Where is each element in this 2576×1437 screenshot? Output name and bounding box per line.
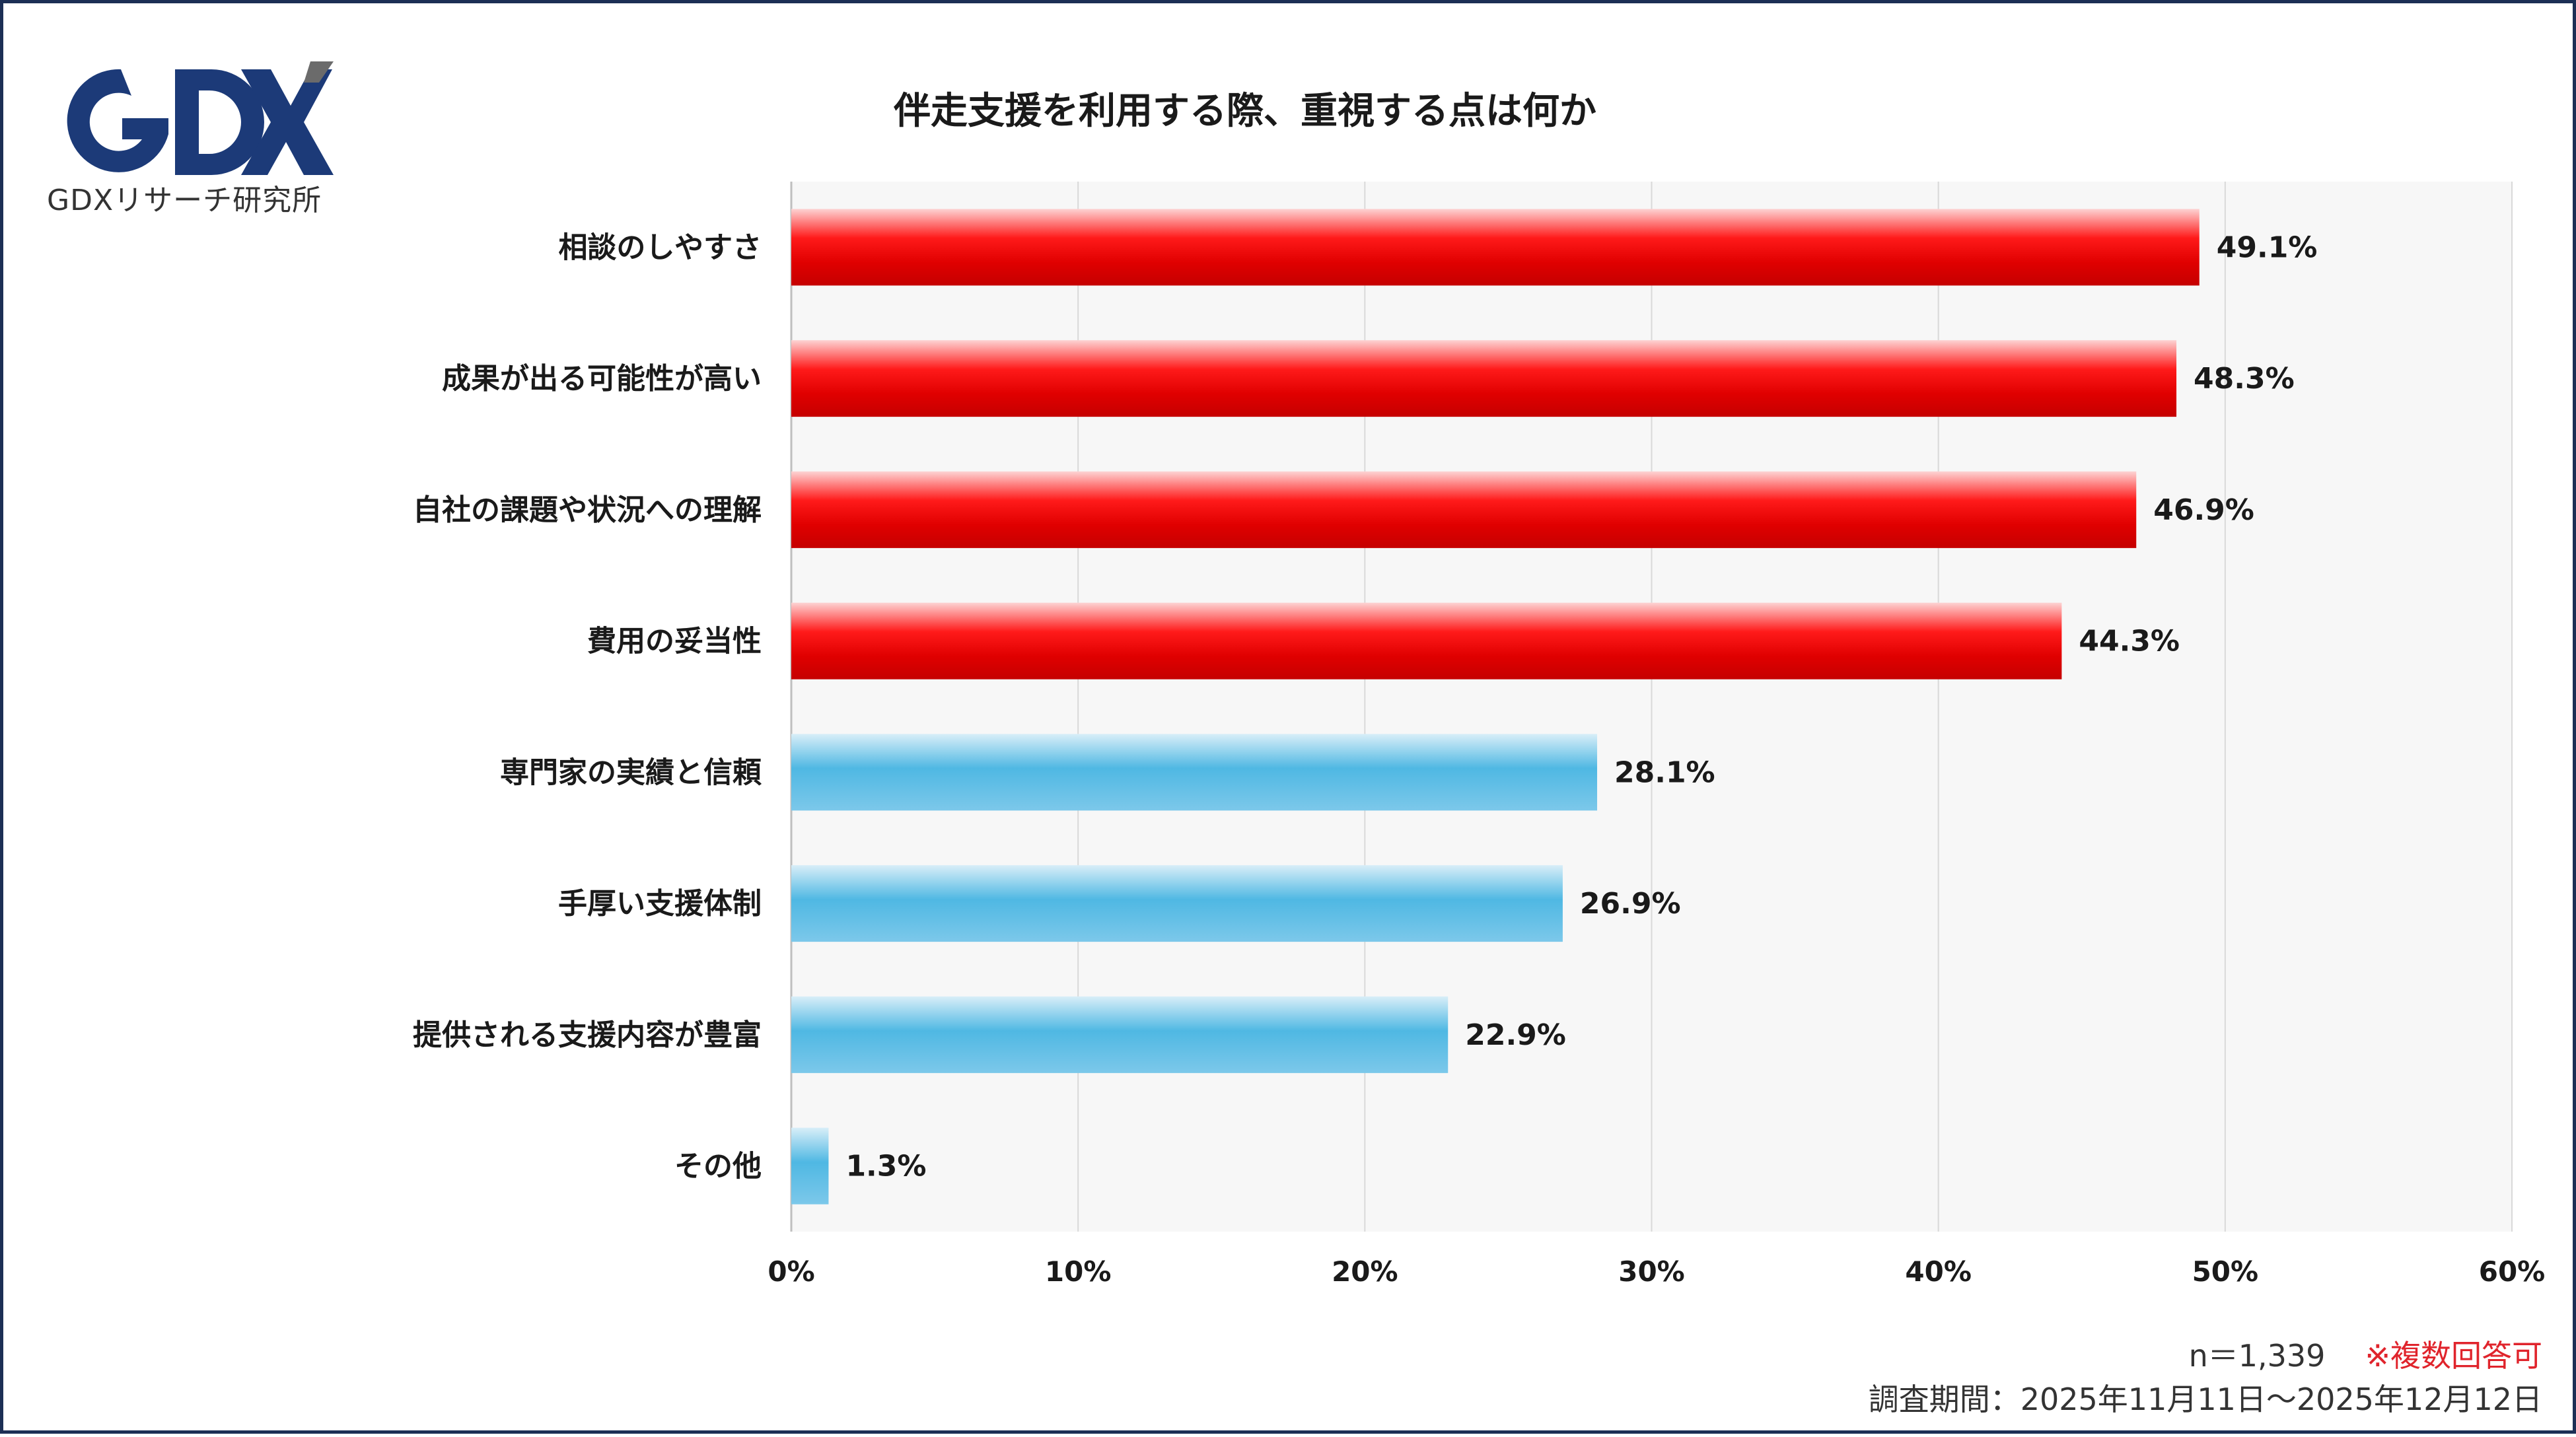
sample-note: n＝1,339 ※複数回答可 (2189, 1332, 2542, 1376)
x-tick-label: 50% (2192, 1255, 2259, 1288)
chart-title: 伴走支援を利用する際、重視する点は何か (894, 90, 1596, 133)
bar (791, 209, 2200, 286)
data-label: 46.9% (2153, 493, 2254, 527)
data-label: 22.9% (1465, 1018, 1566, 1052)
data-label: 48.3% (2194, 362, 2295, 396)
category-label: 手厚い支援体制 (558, 887, 762, 921)
category-label: 専門家の実績と信頼 (500, 755, 762, 789)
survey-period: 調査期間：2025年11月11日～2025年12月12日 (1868, 1382, 2542, 1417)
sample-size: n＝1,339 (2188, 1338, 2326, 1374)
data-label: 26.9% (1580, 887, 1681, 921)
category-label: 成果が出る可能性が高い (442, 362, 762, 396)
category-label: 相談のしやすさ (558, 230, 762, 264)
data-label: 28.1% (1614, 755, 1715, 789)
bar (791, 996, 1449, 1073)
x-tick-label: 30% (1618, 1255, 1685, 1288)
bar (791, 602, 2062, 680)
category-label: 自社の課題や状況への理解 (413, 493, 762, 527)
x-tick-label: 40% (1905, 1255, 1972, 1288)
data-label: 49.1% (2217, 230, 2318, 264)
bar (791, 340, 2177, 417)
x-tick-label: 20% (1332, 1255, 1398, 1288)
x-tick-label: 60% (2479, 1255, 2546, 1288)
category-label: その他 (674, 1150, 762, 1183)
bar (791, 734, 1598, 811)
bar (791, 865, 1563, 942)
x-tick-label: 0% (768, 1255, 814, 1288)
bar (791, 471, 2137, 548)
gdx-logo (67, 61, 334, 175)
data-label: 1.3% (845, 1150, 926, 1183)
bar (791, 1127, 829, 1205)
data-label: 44.3% (2079, 625, 2180, 658)
category-label: 提供される支援内容が豊富 (413, 1018, 762, 1052)
category-label: 費用の妥当性 (587, 625, 762, 658)
multiple-answer-note: ※複数回答可 (2365, 1338, 2542, 1374)
bar-chart: 0% 10% 20% 30% 40% 50% 60% 相談のしやすさ 49.1% 成果が出る可能性… (413, 182, 2546, 1288)
logo-subtitle: GDXリサーチ研究所 (47, 184, 322, 217)
x-tick-label: 10% (1045, 1255, 1112, 1288)
